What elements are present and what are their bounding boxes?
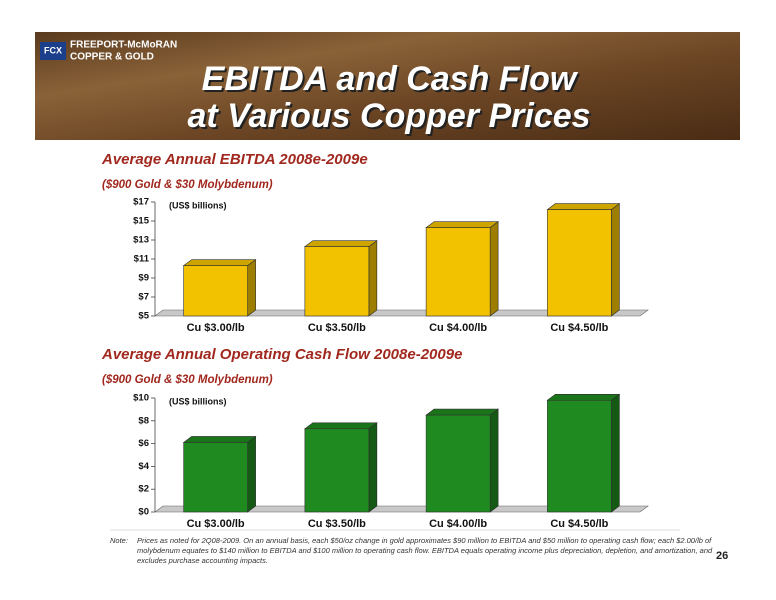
bar [425,414,491,513]
bar [304,246,370,317]
y-tick-label: $7 [138,292,149,303]
y-tick-label: $2 [138,484,149,495]
bar-side-shade [611,203,620,316]
note-label: Note: [110,536,128,545]
y-tick-label: $11 [134,254,150,265]
page-number: 26 [716,550,728,562]
bar-top-shade [183,259,256,266]
bar [547,209,612,317]
x-tick-label: Cu $3.00/lb [187,518,245,530]
y-tick-label: $17 [133,197,149,208]
bar [183,442,248,513]
bar-side-shade [611,394,620,512]
bar-top-shade [547,203,620,210]
y-tick-label: $13 [133,235,149,246]
x-tick-label: Cu $3.00/lb [187,322,245,334]
y-tick-label: $9 [138,273,149,284]
x-tick-label: Cu $3.50/lb [308,518,366,530]
bar-top-shade [426,221,499,228]
y-tick-label: $5 [138,311,149,322]
bar-top-shade [304,240,377,247]
chart-title: Average Annual Operating Cash Flow 2008e… [101,346,462,363]
y-tick-label: $15 [133,216,150,227]
chart-subtitle: ($900 Gold & $30 Molybdenum) [102,179,273,191]
note-text: excludes purchase accounting impacts. [137,556,268,565]
logo-box [40,42,66,60]
note-text: molybdenum equates to $140 million to EB… [137,546,713,555]
header-banner [35,32,740,140]
bar [547,399,612,513]
bar-top-shade [426,409,499,416]
bar-top-shade [304,422,377,429]
logo-mark: FCX [44,45,62,55]
chart-subtitle: ($900 Gold & $30 Molybdenum) [102,374,273,386]
bar-side-shade [490,409,499,512]
bar-side-shade [247,259,256,316]
y-tick-label: $10 [133,393,149,404]
bar-side-shade [247,436,256,512]
bar [425,227,491,317]
y-tick-label: $8 [138,415,149,426]
slide-title: at Various Copper Prices [187,97,590,135]
bar-side-shade [490,221,499,316]
x-tick-label: Cu $4.00/lb [429,322,487,334]
x-tick-label: Cu $4.50/lb [550,518,608,530]
bar-top-shade [547,394,620,401]
y-tick-label: $0 [138,507,149,518]
unit-label: (US$ billions) [169,200,227,210]
x-tick-label: Cu $4.50/lb [550,322,608,334]
chart-title: Average Annual EBITDA 2008e-2009e [101,151,368,168]
bar [183,265,248,317]
logo-text: FREEPORT-McMoRAN [70,40,177,51]
bar [304,428,370,513]
x-tick-label: Cu $4.00/lb [429,518,487,530]
x-tick-label: Cu $3.50/lb [308,322,366,334]
slide-title: EBITDA and Cash Flow [202,60,579,98]
title-shadow: EBITDA and Cash Flow [204,62,581,100]
bar-side-shade [368,422,377,512]
bar-top-shade [183,436,256,443]
note-text: Prices as noted for 2Q08-2009. On an ann… [137,536,712,545]
bar-side-shade [368,240,377,316]
title-shadow: at Various Copper Prices [189,99,592,137]
y-tick-label: $6 [138,438,149,449]
logo-text: COPPER & GOLD [70,52,154,63]
unit-label: (US$ billions) [169,396,227,406]
y-tick-label: $4 [138,461,149,472]
